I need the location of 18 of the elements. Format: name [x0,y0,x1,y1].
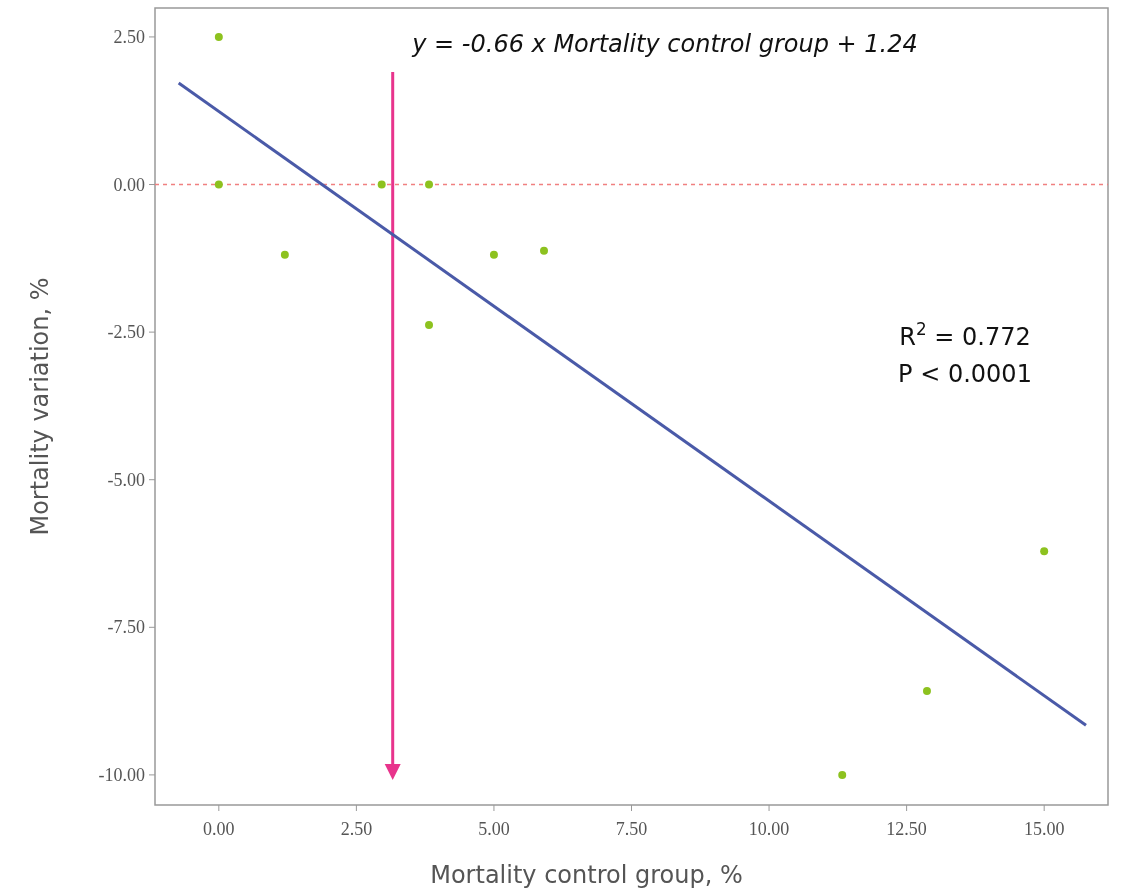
y-tick-label: -7.50 [107,617,145,638]
y-tick-label: -2.50 [107,322,145,343]
annotation: y = -0.66 x Mortality control group + 1.24 [411,30,918,58]
annotation: P < 0.0001 [898,360,1032,388]
annotation: R$^{2}$ = 0.772 [899,319,1031,351]
y-axis-title: Mortality variation, % [26,277,54,536]
y-tick-label: 0.00 [113,174,145,195]
x-tick-label: 0.00 [203,819,235,839]
x-axis-title: Mortality control group, % [430,861,743,889]
x-tick-label: 7.50 [615,819,648,839]
x-tick-label: 12.50 [886,819,927,839]
x-tick-label: 2.50 [340,819,373,839]
y-tick-label: 2.50 [113,26,145,47]
x-tick-label: 5.00 [478,819,510,839]
x-tick-label: 15.00 [1023,819,1065,839]
y-tick-label: -5.00 [107,469,145,490]
x-tick-label: 10.00 [748,819,790,839]
y-tick-label: -10.00 [98,764,145,785]
